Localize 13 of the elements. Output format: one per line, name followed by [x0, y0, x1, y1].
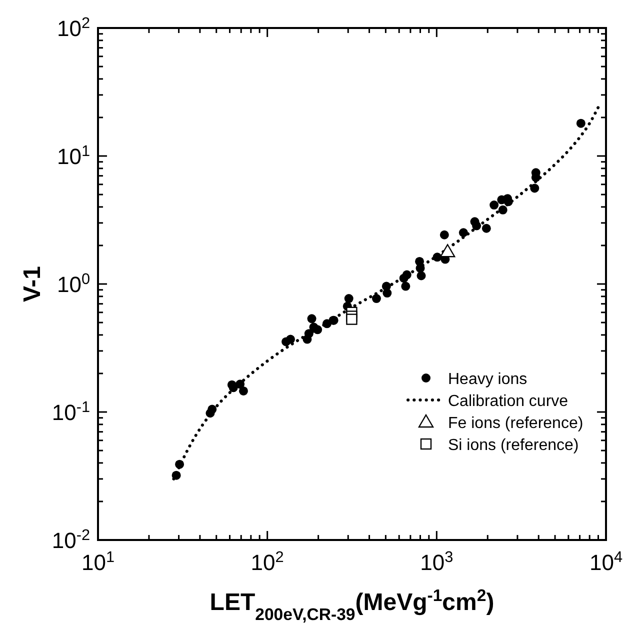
y-tick-label: 10$^{-1}$: [52, 398, 90, 425]
y-tick-label: 10$^{0}$: [56, 270, 90, 297]
legend-label: Calibration curve: [448, 393, 568, 410]
y-axis-title: V-1: [19, 266, 46, 302]
legend-label: Fe ions (reference): [448, 415, 584, 432]
legend-label: Si ions (reference): [448, 437, 579, 454]
y-tick-label: 10$^{1}$: [56, 142, 90, 169]
x-tick-label: 10$^{4}$: [589, 548, 623, 575]
y-tick-label: 10$^{2}$: [56, 14, 90, 41]
x-axis-title: LET$_{200eV,CR-39}$(MeVg$^{-1}$cm$^{2}$): [210, 586, 494, 624]
x-tick-label: 10$^{3}$: [420, 548, 454, 575]
x-tick-label: 10$^{2}$: [250, 548, 284, 575]
legend-label: Heavy ions: [448, 371, 528, 388]
